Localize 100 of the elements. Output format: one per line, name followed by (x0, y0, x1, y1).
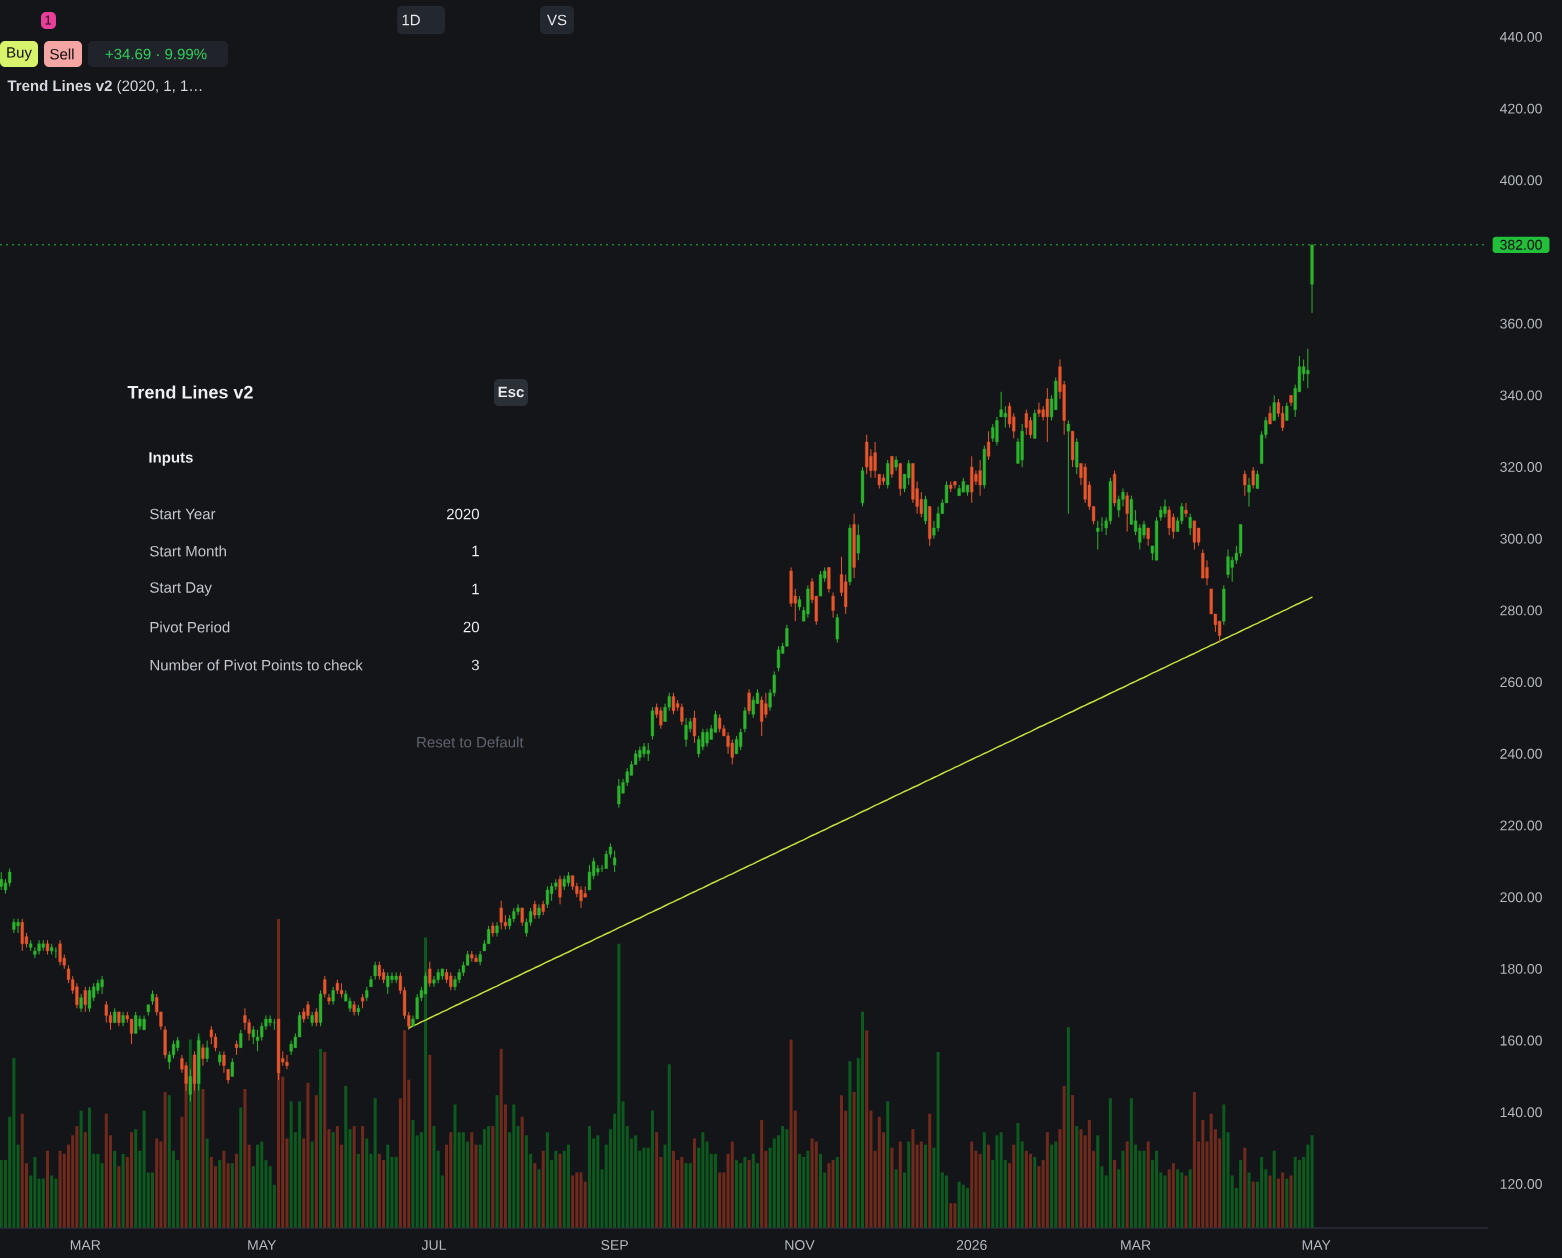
bar (247, 1144, 251, 1229)
annotation: Reset to Default (417, 736, 524, 748)
candlestick (684, 717, 688, 748)
annotation: Start Year (150, 508, 216, 520)
bar (1096, 1135, 1100, 1229)
bar (915, 1144, 919, 1229)
bar (634, 1135, 638, 1229)
bar (230, 1163, 234, 1229)
annotation: +34.69 · 9.99% (105, 48, 207, 60)
bar (491, 1126, 495, 1229)
candlestick (764, 692, 768, 719)
bar (121, 1153, 125, 1229)
candlestick (1037, 402, 1041, 418)
bar (743, 1156, 747, 1229)
x-tick-label: MAR (70, 1240, 101, 1250)
candlestick (1045, 387, 1049, 443)
candlestick (1306, 348, 1310, 389)
candlestick (1138, 523, 1142, 550)
bar (919, 1141, 923, 1229)
candlestick (617, 778, 621, 809)
bar (461, 1132, 465, 1229)
x-tick-label: 2026 (956, 1240, 987, 1250)
bar (432, 1126, 436, 1229)
bar (1184, 1175, 1188, 1229)
bar (806, 1150, 810, 1229)
candlestick (516, 903, 520, 916)
bar (734, 1160, 738, 1229)
bar (113, 1150, 117, 1229)
bar (1289, 1175, 1293, 1229)
bar (1142, 1150, 1146, 1229)
bar (587, 1126, 591, 1229)
bar (781, 1126, 785, 1229)
bar (621, 1101, 625, 1229)
bar (705, 1141, 709, 1229)
candlestick (1188, 513, 1192, 536)
x-tick-label: NOV (785, 1240, 815, 1250)
bar (260, 1141, 264, 1229)
annotation: Pivot Period (150, 621, 230, 633)
candlestick (760, 695, 764, 737)
candlestick (680, 703, 684, 726)
candlestick (134, 1011, 138, 1034)
bar (684, 1163, 688, 1229)
bar (314, 1095, 318, 1229)
bar (747, 1160, 751, 1229)
bar (827, 1163, 831, 1229)
y-tick-label: 300.00 (1500, 533, 1542, 544)
candlestick (423, 971, 428, 995)
candlestick (201, 1043, 205, 1067)
bar (12, 1058, 16, 1229)
bar (54, 1178, 58, 1229)
bar (1029, 1153, 1033, 1229)
bar (936, 1051, 940, 1229)
bar (331, 1132, 335, 1229)
candlestick (827, 566, 831, 593)
bar (394, 1156, 398, 1229)
bar (701, 1132, 705, 1229)
candlestick (671, 692, 676, 715)
bar (16, 1144, 20, 1229)
bar (487, 1126, 491, 1229)
bar (403, 1030, 407, 1229)
bar (928, 1113, 932, 1229)
bar (428, 1054, 432, 1229)
bar (306, 1082, 310, 1229)
bar (1108, 1098, 1112, 1229)
bar (386, 1144, 390, 1229)
bar (722, 1172, 726, 1229)
bar (20, 1113, 24, 1229)
bar (1285, 1178, 1289, 1229)
candlestick (188, 1068, 192, 1102)
bar (424, 937, 428, 1229)
bar (671, 1150, 675, 1229)
bar (344, 1085, 348, 1229)
bar (1075, 1126, 1079, 1229)
candlestick (1096, 520, 1100, 550)
candlestick (1066, 419, 1070, 515)
bar (966, 1187, 970, 1229)
bar (1062, 1085, 1066, 1229)
x-tick-label: SEP (601, 1240, 628, 1250)
bar (129, 1132, 134, 1229)
bar (218, 1160, 222, 1229)
bar (760, 1119, 764, 1229)
candlestick (1163, 498, 1167, 518)
candlestick (579, 885, 583, 909)
bar (1239, 1160, 1243, 1229)
bar (839, 1095, 844, 1229)
candlestick (428, 961, 432, 988)
bar (713, 1153, 717, 1229)
bar (499, 1048, 503, 1229)
bar (945, 1175, 949, 1229)
bar (924, 1144, 928, 1229)
bar (566, 1144, 570, 1229)
bar (1209, 1113, 1213, 1229)
candlestick (1003, 405, 1007, 429)
bar (96, 1153, 100, 1229)
bar (298, 1101, 302, 1229)
bar (319, 1048, 323, 1229)
bar (436, 1150, 440, 1229)
candlestick (386, 971, 390, 995)
bar (1201, 1119, 1205, 1229)
ref-line-label: 382.00 (1500, 239, 1542, 250)
